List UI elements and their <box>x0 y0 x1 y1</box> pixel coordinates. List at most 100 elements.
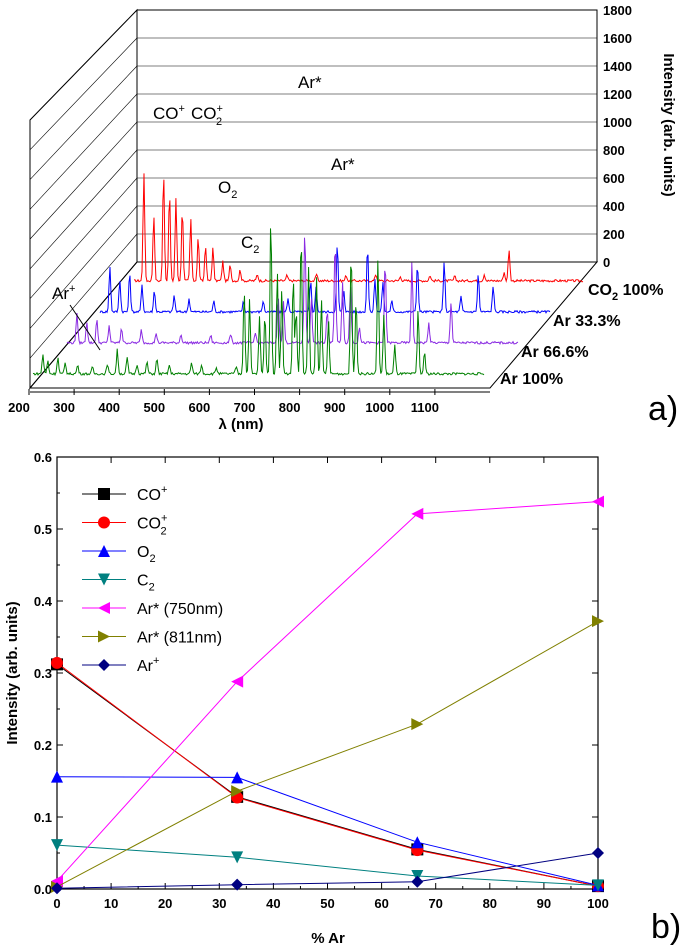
data-point <box>51 656 63 669</box>
z-tick-label: 400 <box>603 199 625 214</box>
data-point <box>231 785 244 798</box>
side-gridline <box>29 9 138 121</box>
x-tick-label: 400 <box>98 400 120 415</box>
z-tick-label: 0 <box>603 255 610 270</box>
series-labels: CO2 100% Ar 33.3% Ar 66.6% Ar 100% <box>500 282 664 388</box>
side-gridline <box>29 149 138 270</box>
z-tick-label: 1800 <box>603 3 632 18</box>
annotation-c2: C2 <box>241 233 259 256</box>
annotation-co-plus: CO+ <box>153 103 185 123</box>
z-tick-label: 1600 <box>603 31 632 46</box>
z-axis-label: Intensity (arb. units) <box>660 53 677 196</box>
y-tick-label: 0.5 <box>34 522 52 537</box>
data-point <box>411 875 424 888</box>
data-point <box>231 851 244 864</box>
series-line <box>56 662 599 887</box>
series-line <box>56 844 599 886</box>
data-point <box>51 770 63 783</box>
spectrum-trace <box>133 173 584 284</box>
annotation-ar-plus: Ar+ <box>52 283 75 303</box>
data-point <box>592 879 604 892</box>
side-gridline <box>29 233 138 359</box>
side-gridline <box>29 37 138 150</box>
data-point <box>592 847 604 859</box>
x-tick-label: 20 <box>158 896 172 911</box>
legend-label: CO+ 2 <box>137 513 167 538</box>
x-tick-label: 30 <box>212 896 226 911</box>
series-line <box>56 852 599 889</box>
legend-marker <box>98 659 110 671</box>
legend-label: Ar* (811nm) <box>137 630 222 647</box>
series-line <box>56 501 599 882</box>
data-point <box>411 507 424 520</box>
x-axis-label: % Ar <box>311 930 345 947</box>
y-tick-label: 0.6 <box>34 450 52 465</box>
annotation-o2: O2 <box>218 178 237 201</box>
legend-marker <box>98 545 110 557</box>
data-point <box>411 836 424 849</box>
legend-label: Ar* (750nm) <box>137 601 223 618</box>
series-line <box>56 663 599 887</box>
x-tick-label: 600 <box>189 400 211 415</box>
z-tick-label: 1400 <box>603 59 632 74</box>
data-point <box>231 771 244 784</box>
intensity-axis: 0 200 400 600 800 1000 1200 1400 1600 1800 Intensi… <box>603 3 677 270</box>
x-tick-label: 500 <box>143 400 165 415</box>
panel-b-line-chart: 0 10 20 30 40 50 60 70 80 90 100 0.0 0.1 0.2 0.3 0.4 0.5… <box>4 450 681 947</box>
side-gridline <box>29 205 138 329</box>
x-tick-label: 0 <box>53 896 60 911</box>
annotation-ar-star-811: Ar* <box>331 155 355 174</box>
z-tick-label: 800 <box>603 143 625 158</box>
series-label: Ar 66.6% <box>521 344 589 361</box>
data-point <box>411 718 424 731</box>
y-tick-label: 0.0 <box>34 882 52 897</box>
data-point <box>592 615 604 628</box>
x-tick-label: 40 <box>266 896 280 911</box>
legend-label: CO+ <box>137 484 167 504</box>
x-tick-label: 700 <box>234 400 256 415</box>
x-tick-label: 50 <box>320 896 334 911</box>
x-tick-label: 1000 <box>365 400 394 415</box>
legend-marker <box>98 573 110 586</box>
x-tick-label: 800 <box>279 400 301 415</box>
wavelength-axis: 200 300 400 500 600 700 800 900 1000 1100 λ (nm) <box>8 389 490 433</box>
spectra-traces <box>32 173 584 377</box>
legend: CO+ CO+ 2 O2 C2 Ar* (750nm) Ar* (811nm) Ar+ <box>82 484 223 675</box>
z-tick-label: 200 <box>603 227 625 242</box>
data-point <box>51 882 63 895</box>
z-tick-label: 1200 <box>603 87 632 102</box>
data-point <box>231 675 244 688</box>
spectrum-trace <box>66 237 519 346</box>
spectrum-trace <box>99 247 551 314</box>
back-wall-grid <box>29 9 597 389</box>
legend-label: C2 <box>137 573 155 594</box>
z-tick-label: 1000 <box>603 115 632 130</box>
panel-a-label: a) <box>648 390 678 428</box>
legend-marker <box>98 488 110 500</box>
y-tick-label: 0.2 <box>34 738 52 753</box>
series-line <box>56 620 599 888</box>
side-gridline <box>29 65 138 180</box>
y-tick-label: 0.1 <box>34 810 52 825</box>
y-tick-label: 0.4 <box>34 594 53 609</box>
panel-a-waterfall-chart: 0 200 400 600 800 1000 1200 1400 1600 1800 Intensi… <box>8 3 678 433</box>
legend-label: O2 <box>137 544 156 565</box>
data-point <box>592 495 604 508</box>
y-axis-label: Intensity (arb. units) <box>4 601 21 744</box>
axes-b: 0 10 20 30 40 50 60 70 80 90 100 0.0 0.1 0.2 0.3 0.4 0.5… <box>34 450 609 911</box>
legend-marker <box>98 516 110 529</box>
y-tick-label: 0.3 <box>34 666 52 681</box>
data-point <box>231 878 244 891</box>
data-point <box>51 839 63 852</box>
ar-plus-pointer <box>69 304 101 351</box>
data-point <box>51 875 63 888</box>
x-tick-label: 60 <box>374 896 388 911</box>
x-tick-label: 90 <box>537 896 551 911</box>
x-tick-label: 70 <box>428 896 442 911</box>
spectrum-trace <box>32 228 485 377</box>
side-gridline <box>29 177 138 299</box>
x-tick-label: 900 <box>324 400 346 415</box>
legend-marker <box>98 630 110 643</box>
back-wall <box>136 9 598 263</box>
